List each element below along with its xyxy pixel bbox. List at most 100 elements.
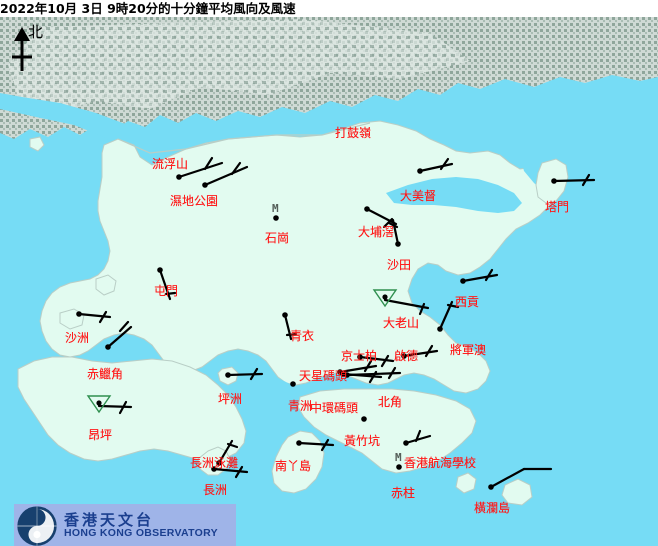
page-title: 2022年10月 3日 9時20分的十分鐘平均風向及風速 — [0, 0, 658, 17]
wind-barb — [297, 438, 335, 452]
station-marker[interactable] — [551, 178, 557, 184]
north-label: 北 — [28, 23, 44, 41]
station-label-22[interactable]: 天星碼頭 — [299, 369, 348, 383]
wind-barb — [438, 300, 460, 331]
wind-barb — [345, 366, 402, 380]
station-marker[interactable] — [282, 312, 288, 318]
station-marker[interactable] — [361, 416, 367, 422]
station-label-5[interactable]: 大美督 — [400, 189, 437, 203]
station-label-23[interactable]: 中環碼頭 — [310, 401, 359, 415]
station-M-marker: M — [395, 451, 402, 464]
wind-barb — [217, 439, 239, 465]
wind-barb — [212, 465, 249, 479]
wind-barb — [97, 400, 133, 415]
station-label-14[interactable]: 坪洲 — [218, 392, 243, 406]
wind-barb — [552, 173, 596, 187]
station-label-6[interactable]: 塔門 — [545, 200, 570, 214]
station-marker[interactable] — [211, 466, 217, 472]
station-label-24[interactable]: 北角 — [378, 395, 403, 409]
tolo-harbour-water — [386, 177, 522, 213]
map-canvas[interactable]: 北 打鼓嶺流浮山濕地公園 M 石崗 大美督塔門大埔滘沙田屯門青衣 沙洲赤鱲角昂坪 坪洲長洲… — [0, 17, 658, 546]
station-marker[interactable] — [176, 174, 182, 180]
small-islands-group — [29, 136, 533, 506]
station-marker[interactable] — [437, 326, 443, 332]
lamma-island — [271, 430, 325, 494]
station-label-26[interactable]: 黃竹坑 — [344, 434, 381, 448]
station-label-27[interactable]: 南丫島 — [275, 459, 312, 473]
wind-barb — [158, 268, 177, 301]
station-marker[interactable] — [296, 440, 302, 446]
station-label-12[interactable]: 赤鱲角 — [87, 367, 124, 381]
station-label-8[interactable]: 沙田 — [387, 258, 412, 272]
station-marker[interactable] — [396, 464, 402, 470]
wind-barb — [489, 467, 553, 489]
station-marker-hill[interactable] — [372, 289, 398, 308]
station-label-11[interactable]: 沙洲 — [65, 331, 90, 345]
wind-barb — [106, 320, 133, 349]
station-label-30[interactable]: 橫瀾島 — [474, 501, 511, 515]
map-geometry — [0, 17, 658, 546]
station-label-21[interactable]: 啟德 — [394, 349, 419, 363]
station-label-3[interactable]: 濕地公園 — [170, 194, 219, 208]
station-label-7[interactable]: 大埔滘 — [358, 225, 395, 239]
station-label-18[interactable]: 西貢 — [455, 295, 480, 309]
logo-chinese-name: 香港天文台 — [64, 510, 155, 529]
wind-barb — [418, 157, 454, 173]
station-label-13[interactable]: 昂坪 — [88, 428, 113, 442]
station-marker[interactable] — [105, 344, 111, 350]
station-label-16[interactable]: 長洲 — [203, 483, 228, 497]
station-label-25[interactable]: 青洲 — [288, 399, 313, 413]
wind-barb — [387, 218, 400, 246]
station-marker[interactable] — [460, 278, 466, 284]
station-marker[interactable] — [273, 215, 279, 221]
station-label-17[interactable]: 大老山 — [383, 316, 420, 330]
shenzhen-urban-overlay — [8, 19, 470, 113]
station-label-29[interactable]: 赤柱 — [391, 486, 416, 500]
station-marker[interactable] — [488, 484, 494, 490]
wind-barb — [226, 367, 264, 381]
station-label-10[interactable]: 青衣 — [290, 329, 315, 343]
wind-barb — [402, 344, 439, 358]
wind-barb — [77, 310, 112, 324]
wind-barb — [283, 313, 298, 341]
station-label-1[interactable]: 打鼓嶺 — [335, 126, 372, 140]
logo-english-name: HONG KONG OBSERVATORY — [64, 527, 218, 540]
station-label-20[interactable]: 京士柏 — [341, 349, 378, 363]
station-label-15[interactable]: 長洲泳灘 — [190, 456, 239, 470]
north-arrow-icon — [6, 25, 60, 73]
station-marker[interactable] — [157, 267, 163, 273]
wind-barb — [177, 156, 224, 179]
wind-barb — [338, 359, 378, 374]
station-marker[interactable] — [202, 182, 208, 188]
station-M-marker: M — [272, 202, 279, 215]
station-marker-hill[interactable] — [86, 395, 112, 414]
station-marker[interactable] — [417, 168, 423, 174]
hko-logo: 香港天文台 HONG KONG OBSERVATORY — [14, 504, 236, 546]
station-label-2[interactable]: 流浮山 — [152, 157, 189, 171]
station-marker[interactable] — [225, 372, 231, 378]
wind-barb — [358, 354, 395, 368]
wind-barb — [461, 268, 499, 283]
station-marker[interactable] — [76, 311, 82, 317]
station-marker[interactable] — [364, 206, 370, 212]
station-marker[interactable] — [403, 440, 409, 446]
hong-kong-island — [297, 388, 477, 474]
station-marker[interactable] — [395, 241, 401, 247]
station-label-28[interactable]: 香港航海學校 — [404, 456, 477, 470]
port-shelter-water — [470, 269, 554, 313]
station-marker[interactable] — [401, 353, 407, 359]
station-marker[interactable] — [344, 372, 350, 378]
station-marker[interactable] — [290, 381, 296, 387]
station-label-9[interactable]: 屯門 — [154, 284, 179, 298]
station-marker[interactable] — [357, 354, 363, 360]
station-marker-layer — [76, 168, 557, 490]
station-marker[interactable] — [216, 460, 222, 466]
wind-barb — [383, 298, 430, 316]
wind-barb-layer — [77, 156, 596, 489]
wind-barb — [404, 429, 432, 445]
cheung-chau-island — [197, 446, 231, 476]
station-label-19[interactable]: 將軍澳 — [450, 343, 487, 357]
hko-spiral-logo-icon — [17, 506, 57, 546]
station-label-4[interactable]: 石崗 — [265, 231, 290, 245]
